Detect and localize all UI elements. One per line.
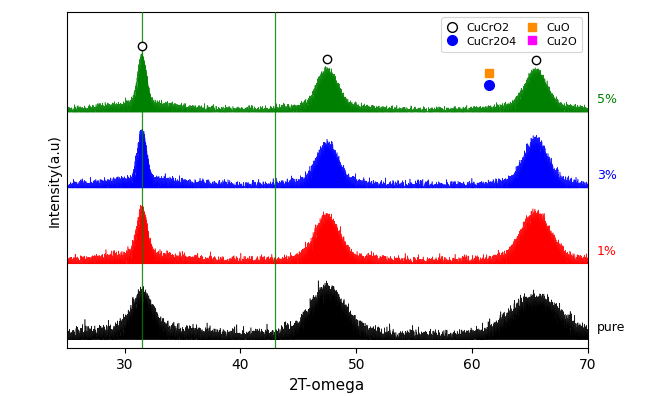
Text: 3%: 3% — [597, 169, 617, 182]
Y-axis label: Intensity(a.u): Intensity(a.u) — [47, 134, 61, 227]
Text: pure: pure — [597, 321, 625, 334]
Legend: CuCrO2, CuCr2O4, CuO, Cu2O: CuCrO2, CuCr2O4, CuO, Cu2O — [442, 17, 582, 52]
Text: 5%: 5% — [597, 93, 617, 106]
X-axis label: 2T-omega: 2T-omega — [289, 378, 365, 393]
Text: 1%: 1% — [597, 245, 617, 258]
